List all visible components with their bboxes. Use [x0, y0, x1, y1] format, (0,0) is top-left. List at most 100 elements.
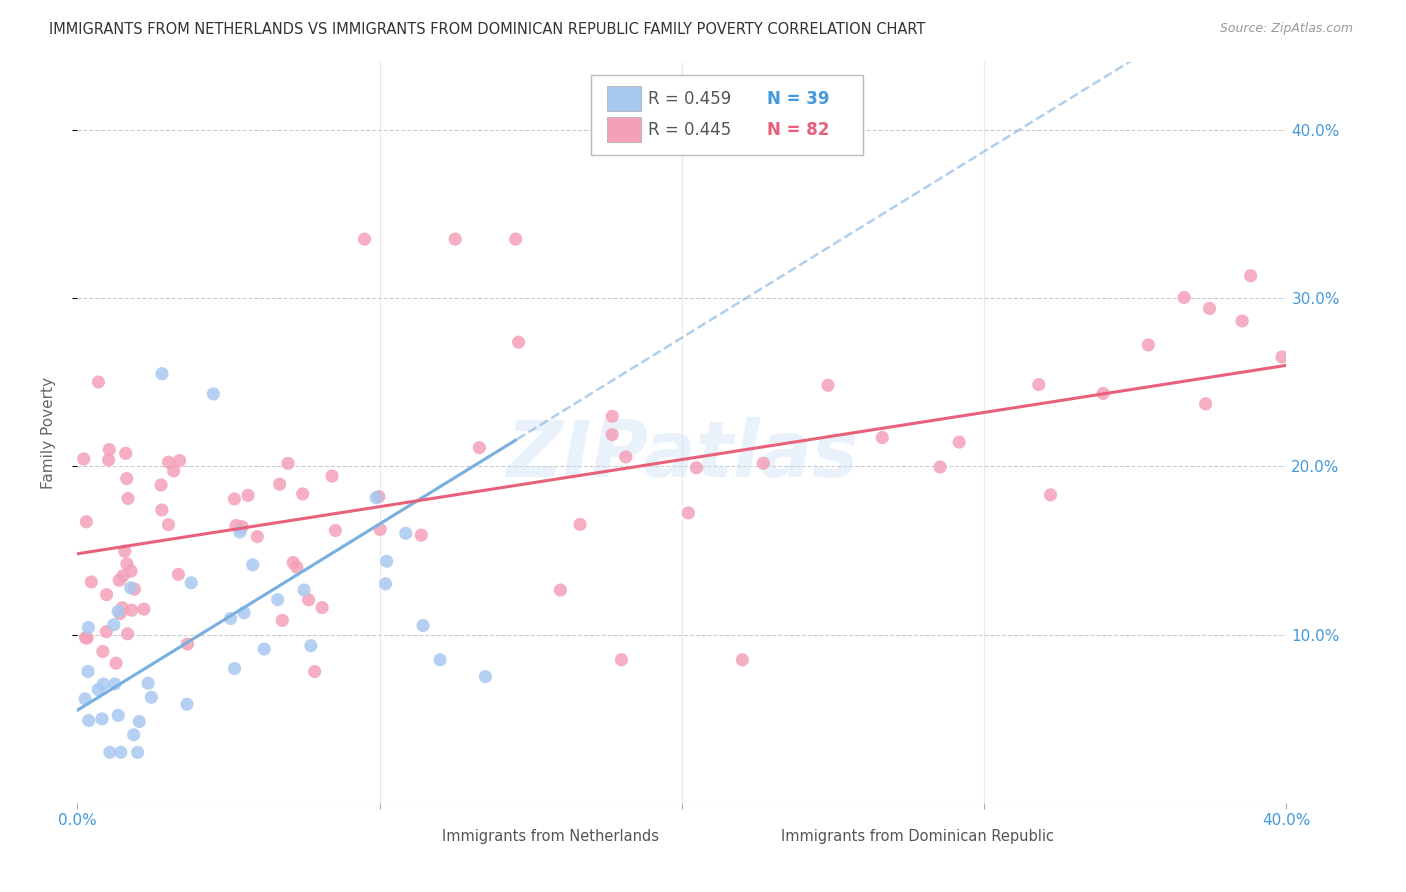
- Point: [325, 524, 347, 538]
- Point: [1039, 488, 1062, 502]
- Point: [104, 677, 127, 691]
- Point: [87, 375, 110, 389]
- Point: [505, 232, 527, 246]
- Text: N = 82: N = 82: [766, 120, 830, 139]
- FancyBboxPatch shape: [607, 117, 641, 143]
- Point: [93, 677, 115, 691]
- Point: [304, 665, 326, 679]
- Point: [411, 528, 433, 542]
- Point: [1198, 301, 1220, 316]
- Point: [180, 575, 202, 590]
- Point: [150, 478, 173, 492]
- Point: [375, 554, 398, 568]
- Point: [1137, 338, 1160, 352]
- Point: [731, 653, 754, 667]
- Point: [141, 690, 163, 705]
- Text: N = 39: N = 39: [766, 90, 830, 108]
- Point: [167, 567, 190, 582]
- FancyBboxPatch shape: [747, 826, 778, 847]
- Point: [117, 491, 139, 506]
- Point: [242, 558, 264, 572]
- Point: [97, 453, 120, 467]
- Point: [96, 624, 118, 639]
- Point: [474, 670, 496, 684]
- Point: [285, 560, 308, 574]
- Point: [107, 708, 129, 723]
- Point: [105, 656, 128, 670]
- Text: ZIPatlas: ZIPatlas: [506, 417, 858, 493]
- Point: [224, 491, 246, 506]
- Point: [176, 697, 198, 711]
- Point: [157, 455, 180, 469]
- Text: Immigrants from Dominican Republic: Immigrants from Dominican Republic: [782, 829, 1054, 844]
- Point: [114, 544, 136, 558]
- Point: [176, 637, 198, 651]
- Point: [321, 469, 343, 483]
- Point: [429, 653, 451, 667]
- Text: R = 0.445: R = 0.445: [648, 120, 731, 139]
- Point: [233, 606, 256, 620]
- Point: [1239, 268, 1261, 283]
- Point: [395, 526, 418, 541]
- Point: [117, 627, 139, 641]
- Point: [600, 427, 623, 442]
- Y-axis label: Family Poverty: Family Poverty: [42, 376, 56, 489]
- Point: [108, 574, 131, 588]
- Point: [685, 460, 707, 475]
- Point: [98, 442, 121, 457]
- Point: [87, 682, 110, 697]
- Point: [929, 460, 952, 475]
- Point: [444, 232, 467, 246]
- Point: [600, 409, 623, 424]
- Point: [91, 712, 114, 726]
- Point: [76, 631, 98, 645]
- Point: [128, 714, 150, 729]
- Point: [162, 464, 184, 478]
- Point: [77, 621, 100, 635]
- Point: [202, 387, 225, 401]
- Point: [124, 582, 146, 596]
- Point: [132, 602, 155, 616]
- Point: [311, 600, 333, 615]
- Point: [231, 520, 253, 534]
- Point: [75, 515, 97, 529]
- Point: [253, 642, 276, 657]
- Point: [374, 577, 396, 591]
- Text: Immigrants from Netherlands: Immigrants from Netherlands: [443, 829, 659, 844]
- Point: [120, 581, 142, 595]
- Point: [127, 745, 149, 759]
- Point: [508, 335, 530, 350]
- Point: [1194, 397, 1216, 411]
- Point: [80, 574, 103, 589]
- Point: [1092, 386, 1115, 401]
- Point: [115, 472, 138, 486]
- Point: [229, 524, 252, 539]
- Point: [291, 487, 314, 501]
- FancyBboxPatch shape: [592, 75, 863, 155]
- Point: [169, 453, 191, 467]
- FancyBboxPatch shape: [408, 826, 439, 847]
- Point: [948, 435, 970, 450]
- Point: [77, 714, 100, 728]
- Point: [569, 517, 592, 532]
- Point: [150, 367, 173, 381]
- Point: [219, 611, 242, 625]
- Point: [1028, 377, 1050, 392]
- Point: [550, 583, 572, 598]
- Point: [292, 583, 315, 598]
- Point: [614, 450, 637, 464]
- Point: [1271, 350, 1294, 364]
- Point: [678, 506, 700, 520]
- Point: [111, 569, 134, 583]
- Point: [368, 523, 391, 537]
- Point: [136, 676, 159, 690]
- Point: [266, 592, 288, 607]
- Point: [225, 518, 247, 533]
- Point: [98, 745, 121, 759]
- Point: [75, 691, 97, 706]
- Point: [870, 431, 893, 445]
- Point: [114, 446, 136, 460]
- Point: [367, 490, 389, 504]
- Point: [107, 604, 129, 618]
- Point: [103, 617, 125, 632]
